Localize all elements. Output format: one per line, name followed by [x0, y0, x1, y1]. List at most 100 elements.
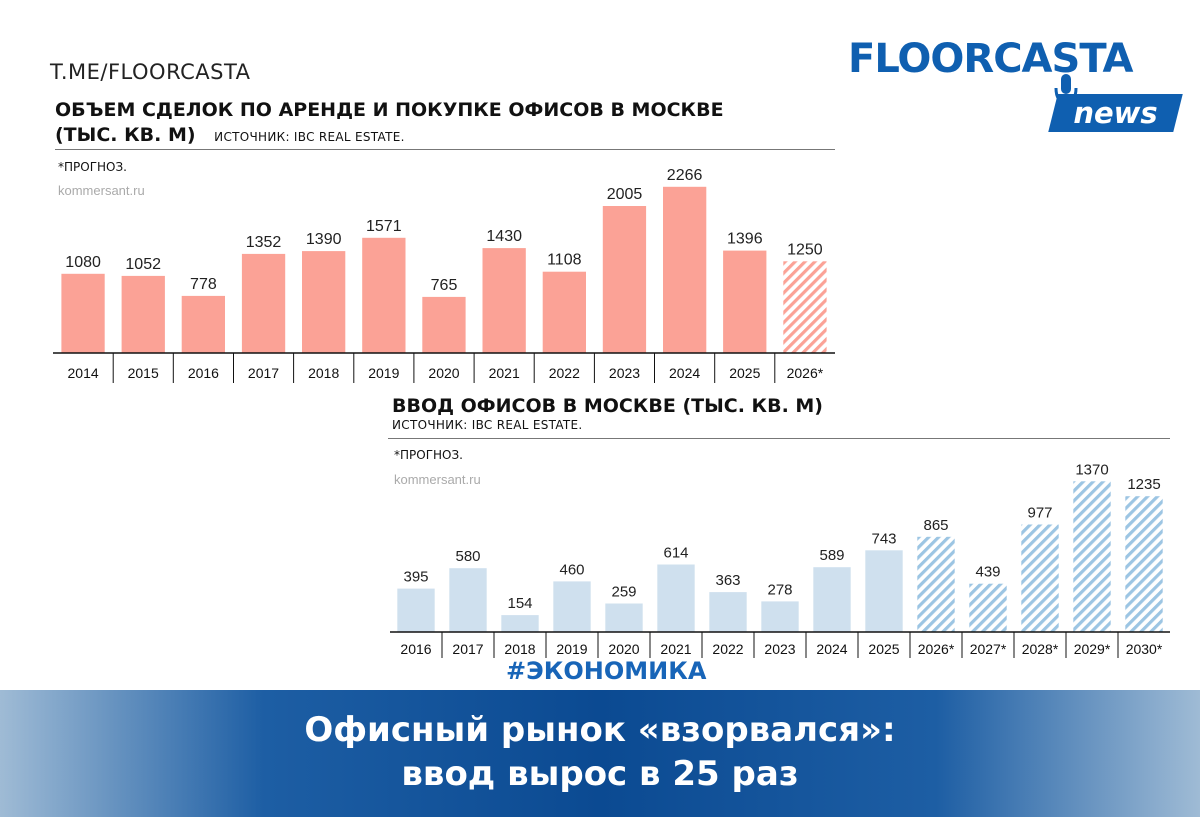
tick-label-2023: 2023: [764, 641, 795, 657]
bar-2025: [865, 550, 903, 632]
bar-2018: [302, 251, 346, 353]
chart2-top-rule: [388, 438, 1170, 439]
tick-label-2015: 2015: [128, 365, 159, 381]
bar-2015: [121, 275, 165, 353]
value-label-2030-forecast: 1235: [1127, 476, 1160, 493]
tick-label-2020: 2020: [608, 641, 639, 657]
headline-banner: Офисный рынок «взорвался»: ввод вырос в …: [0, 690, 1200, 817]
value-label-2025: 743: [871, 530, 896, 547]
tick-label-2016: 2016: [400, 641, 431, 657]
bar-2026-forecast: [783, 261, 827, 353]
bar-2017: [241, 253, 286, 353]
tick-label-2020: 2020: [428, 365, 459, 381]
chart1-source: ИСТОЧНИК: IBC REAL ESTATE.: [214, 130, 405, 144]
value-label-2019: 460: [559, 561, 584, 578]
tick-label-2021: 2021: [660, 641, 691, 657]
tick-label-2025: 2025: [868, 641, 899, 657]
value-label-2017: 1352: [246, 234, 282, 251]
value-label-2018: 154: [507, 595, 532, 612]
bar-2020: [605, 603, 643, 632]
value-label-2014: 1080: [65, 254, 101, 271]
value-label-2016: 778: [190, 276, 217, 293]
tick-label-2017: 2017: [452, 641, 483, 657]
bar-2019: [362, 237, 406, 353]
value-label-2015: 1052: [125, 256, 161, 273]
logo-news-text: news: [1073, 96, 1158, 130]
bar-2027-forecast: [969, 583, 1007, 632]
bar-2023: [602, 206, 647, 353]
tick-label-2017: 2017: [248, 365, 279, 381]
value-label-2029-forecast: 1370: [1075, 461, 1108, 478]
chart2-source: ИСТОЧНИК: IBC REAL ESTATE.: [392, 418, 583, 432]
tick-label-2021: 2021: [489, 365, 520, 381]
value-label-2026-forecast: 1250: [787, 241, 823, 258]
tick-label-2023: 2023: [609, 365, 640, 381]
value-label-2022: 1108: [547, 252, 582, 269]
bar-2023: [761, 601, 799, 632]
logo-text: FLOORCASTA: [848, 36, 1133, 82]
bar-2024: [663, 186, 707, 353]
value-label-2024: 2266: [667, 167, 703, 184]
bar-2021: [482, 248, 526, 353]
bar-2019: [553, 581, 591, 632]
value-label-2017: 580: [455, 548, 480, 565]
tick-label-2022: 2022: [712, 641, 743, 657]
value-label-2020: 765: [431, 277, 458, 294]
hashtag-economics[interactable]: #ЭКОНОМИКА: [506, 657, 707, 685]
value-label-2021: 614: [663, 545, 688, 562]
tick-label-2019: 2019: [556, 641, 587, 657]
chart2-note: *ПРОГНОЗ.: [394, 448, 463, 462]
chart2-site: kommersant.ru: [394, 472, 481, 487]
value-label-2026-forecast: 865: [923, 517, 948, 534]
value-label-2023: 278: [767, 581, 792, 598]
bar-2016: [397, 588, 435, 633]
tick-label-2018: 2018: [308, 365, 339, 381]
bar-2030-forecast: [1125, 496, 1163, 632]
tick-label-2018: 2018: [504, 641, 535, 657]
tick-label-2029-forecast: 2029*: [1074, 641, 1111, 657]
chart2-title: ВВОД ОФИСОВ В МОСКВЕ (ТЫС. КВ. М): [392, 395, 823, 417]
bar-2022: [542, 271, 586, 353]
bar-2020: [422, 296, 466, 353]
bar-2021: [657, 564, 695, 632]
value-label-2020: 259: [611, 584, 636, 601]
floorcasta-logo: FLOORCASTA news: [848, 36, 1183, 136]
value-label-2024: 589: [819, 547, 844, 564]
tick-label-2016: 2016: [188, 365, 219, 381]
value-label-2023: 2005: [607, 186, 643, 203]
tick-label-2025: 2025: [729, 365, 760, 381]
value-label-2021: 1430: [486, 228, 522, 245]
bar-2022: [709, 592, 747, 632]
tick-label-2027-forecast: 2027*: [970, 641, 1007, 657]
chart1-subtitle-row: (ТЫС. КВ. М) ИСТОЧНИК: IBC REAL ESTATE.: [55, 123, 724, 150]
chart1-top-rule: [55, 149, 835, 150]
chart1-title: ОБЪЕМ СДЕЛОК ПО АРЕНДЕ И ПОКУПКЕ ОФИСОВ …: [55, 99, 724, 121]
bar-2018: [501, 615, 539, 632]
headline-line1: Офисный рынок «взорвался»:: [304, 710, 896, 750]
tick-label-2024: 2024: [816, 641, 847, 657]
bar-2029-forecast: [1073, 481, 1111, 632]
source-tag: T.ME/FLOORCASTA: [50, 60, 251, 84]
tick-label-2024: 2024: [669, 365, 700, 381]
bar-2028-forecast: [1021, 524, 1059, 632]
value-label-2016: 395: [403, 569, 428, 586]
tick-label-2022: 2022: [549, 365, 580, 381]
tick-label-2014: 2014: [68, 365, 99, 381]
bar-2017: [449, 568, 487, 632]
chart1-unit: (ТЫС. КВ. М): [55, 124, 196, 146]
tick-label-2026-forecast: 2026*: [787, 365, 824, 381]
bar-2016: [181, 295, 225, 353]
value-label-2018: 1390: [306, 231, 342, 248]
value-label-2019: 1571: [366, 218, 402, 235]
value-label-2027-forecast: 439: [975, 564, 1000, 581]
chart1-site: kommersant.ru: [58, 183, 145, 198]
deals-bar-chart: 1080 2014 1052 2015 778 2016 1352 2017 1390 2018 1…: [53, 167, 835, 383]
logo-news-badge: news: [1048, 94, 1183, 132]
tick-label-2019: 2019: [368, 365, 399, 381]
value-label-2028-forecast: 977: [1027, 505, 1052, 522]
value-label-2025: 1396: [727, 231, 763, 248]
bar-2024: [813, 567, 851, 632]
completions-bar-chart: 395 2016 580 2017 154 2018 460 2019 259 2020 614 20…: [390, 461, 1170, 658]
chart1-title-block: ОБЪЕМ СДЕЛОК ПО АРЕНДЕ И ПОКУПКЕ ОФИСОВ …: [55, 98, 724, 150]
bar-2025: [723, 250, 767, 353]
